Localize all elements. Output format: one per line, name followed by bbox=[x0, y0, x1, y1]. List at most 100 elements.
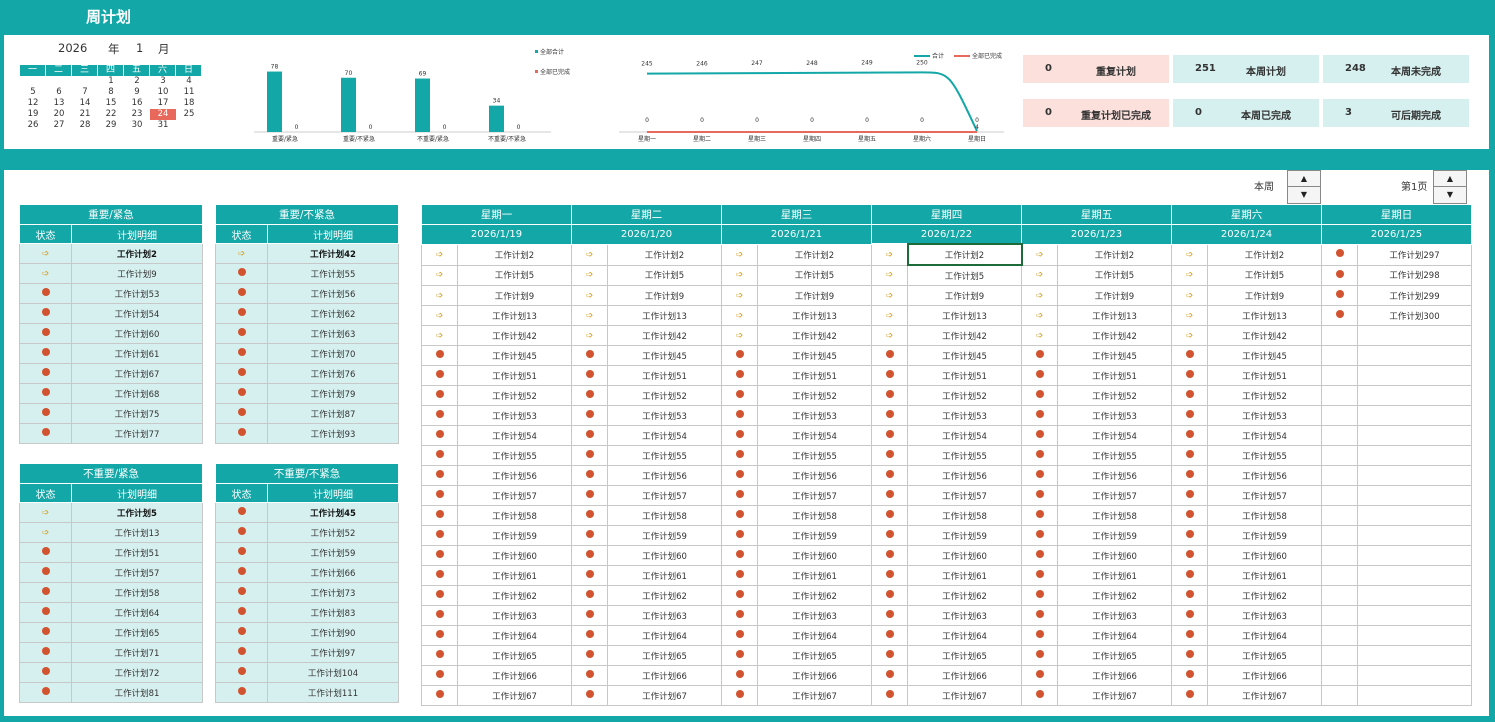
plan-cell[interactable]: 工作计划64 bbox=[757, 625, 872, 646]
plan-cell[interactable]: 工作计划53 bbox=[607, 405, 722, 426]
status-cell[interactable] bbox=[1321, 264, 1358, 286]
status-cell[interactable] bbox=[215, 303, 268, 324]
status-cell[interactable] bbox=[871, 565, 908, 586]
plan-cell[interactable]: 工作计划63 bbox=[457, 605, 572, 626]
plan-cell[interactable]: 工作计划56 bbox=[907, 465, 1022, 486]
plan-cell[interactable]: 工作计划5 bbox=[457, 264, 572, 286]
detail-cell[interactable]: 工作计划65 bbox=[70, 622, 204, 643]
detail-cell[interactable]: 工作计划9 bbox=[70, 263, 204, 284]
detail-cell[interactable]: 工作计划90 bbox=[266, 622, 400, 643]
status-cell[interactable] bbox=[1321, 645, 1358, 666]
plan-cell[interactable]: 工作计划67 bbox=[607, 685, 722, 706]
detail-cell[interactable]: 工作计划87 bbox=[266, 403, 400, 424]
plan-cell[interactable]: 工作计划5 bbox=[907, 264, 1022, 286]
plan-cell[interactable] bbox=[1357, 505, 1472, 526]
plan-cell[interactable]: 工作计划45 bbox=[757, 345, 872, 366]
plan-cell[interactable]: 工作计划59 bbox=[607, 525, 722, 546]
detail-cell[interactable]: 工作计划71 bbox=[70, 642, 204, 663]
calendar-day[interactable]: 26 bbox=[27, 120, 39, 130]
plan-cell[interactable]: 工作计划59 bbox=[757, 525, 872, 546]
plan-cell[interactable]: 工作计划61 bbox=[607, 565, 722, 586]
plan-cell[interactable]: 工作计划51 bbox=[907, 365, 1022, 386]
status-cell[interactable] bbox=[871, 605, 908, 626]
detail-cell[interactable]: 工作计划45 bbox=[266, 502, 400, 523]
plan-cell[interactable]: 工作计划2 bbox=[1207, 243, 1322, 266]
status-cell[interactable] bbox=[1171, 645, 1208, 666]
plan-cell[interactable]: 工作计划2 bbox=[906, 243, 1023, 266]
detail-cell[interactable]: 工作计划77 bbox=[70, 423, 204, 444]
plan-cell[interactable]: 工作计划66 bbox=[1057, 665, 1172, 686]
status-cell[interactable] bbox=[215, 502, 268, 523]
plan-cell[interactable]: 工作计划60 bbox=[607, 545, 722, 566]
plan-cell[interactable]: 工作计划64 bbox=[457, 625, 572, 646]
status-cell[interactable] bbox=[721, 405, 758, 426]
status-cell[interactable] bbox=[1171, 385, 1208, 406]
status-cell[interactable]: ➩ bbox=[1021, 285, 1058, 306]
plan-cell[interactable]: 工作计划54 bbox=[1207, 425, 1322, 446]
plan-cell[interactable]: 工作计划2 bbox=[457, 243, 572, 266]
plan-cell[interactable]: 工作计划298 bbox=[1357, 264, 1472, 286]
status-cell[interactable]: ➩ bbox=[721, 264, 758, 286]
calendar-day[interactable]: 24 bbox=[150, 109, 176, 120]
detail-cell[interactable]: 工作计划68 bbox=[70, 383, 204, 404]
plan-cell[interactable]: 工作计划45 bbox=[457, 345, 572, 366]
status-cell[interactable] bbox=[1171, 365, 1208, 386]
plan-cell[interactable]: 工作计划42 bbox=[1207, 325, 1322, 346]
plan-cell[interactable]: 工作计划57 bbox=[757, 485, 872, 506]
plan-cell[interactable]: 工作计划42 bbox=[457, 325, 572, 346]
status-cell[interactable] bbox=[1021, 445, 1058, 466]
status-cell[interactable] bbox=[1171, 665, 1208, 686]
plan-cell[interactable]: 工作计划67 bbox=[1207, 685, 1322, 706]
plan-cell[interactable] bbox=[1357, 325, 1472, 346]
plan-cell[interactable]: 工作计划42 bbox=[907, 325, 1022, 346]
status-cell[interactable] bbox=[215, 542, 268, 563]
detail-cell[interactable]: 工作计划63 bbox=[266, 323, 400, 344]
plan-cell[interactable]: 工作计划61 bbox=[757, 565, 872, 586]
plan-cell[interactable]: 工作计划9 bbox=[607, 285, 722, 306]
plan-cell[interactable]: 工作计划45 bbox=[607, 345, 722, 366]
plan-cell[interactable]: 工作计划62 bbox=[607, 585, 722, 606]
week-down-button[interactable]: ▼ bbox=[1300, 190, 1308, 199]
plan-cell[interactable]: 工作计划57 bbox=[1057, 485, 1172, 506]
plan-cell[interactable]: 工作计划45 bbox=[1207, 345, 1322, 366]
status-cell[interactable] bbox=[421, 505, 458, 526]
plan-cell[interactable]: 工作计划64 bbox=[1207, 625, 1322, 646]
plan-cell[interactable]: 工作计划51 bbox=[1207, 365, 1322, 386]
plan-cell[interactable]: 工作计划61 bbox=[457, 565, 572, 586]
status-cell[interactable] bbox=[871, 505, 908, 526]
status-cell[interactable] bbox=[721, 385, 758, 406]
status-cell[interactable] bbox=[571, 545, 608, 566]
plan-cell[interactable]: 工作计划52 bbox=[907, 385, 1022, 406]
plan-cell[interactable]: 工作计划55 bbox=[1057, 445, 1172, 466]
status-cell[interactable] bbox=[1021, 605, 1058, 626]
plan-cell[interactable] bbox=[1357, 345, 1472, 366]
calendar-day[interactable]: 29 bbox=[105, 120, 117, 130]
status-cell[interactable] bbox=[19, 582, 72, 603]
status-cell[interactable] bbox=[571, 405, 608, 426]
status-cell[interactable] bbox=[571, 585, 608, 606]
status-cell[interactable]: ➩ bbox=[1021, 305, 1058, 326]
status-cell[interactable] bbox=[871, 385, 908, 406]
status-cell[interactable] bbox=[1171, 565, 1208, 586]
plan-cell[interactable]: 工作计划63 bbox=[757, 605, 872, 626]
status-cell[interactable] bbox=[1171, 505, 1208, 526]
plan-cell[interactable]: 工作计划53 bbox=[1207, 405, 1322, 426]
status-cell[interactable] bbox=[19, 323, 72, 344]
status-cell[interactable]: ➩ bbox=[721, 325, 758, 346]
status-cell[interactable]: ➩ bbox=[1171, 243, 1208, 266]
status-cell[interactable]: ➩ bbox=[421, 305, 458, 326]
plan-cell[interactable]: 工作计划63 bbox=[607, 605, 722, 626]
detail-cell[interactable]: 工作计划97 bbox=[266, 642, 400, 663]
detail-cell[interactable]: 工作计划53 bbox=[70, 283, 204, 304]
status-cell[interactable] bbox=[215, 662, 268, 683]
status-cell[interactable] bbox=[721, 425, 758, 446]
status-cell[interactable] bbox=[1021, 565, 1058, 586]
calendar-day[interactable]: 2 bbox=[134, 76, 140, 86]
status-cell[interactable]: ➩ bbox=[1171, 325, 1208, 346]
calendar-day[interactable]: 13 bbox=[53, 98, 65, 108]
calendar-day[interactable]: 18 bbox=[183, 98, 195, 108]
plan-cell[interactable] bbox=[1357, 645, 1472, 666]
status-cell[interactable] bbox=[421, 685, 458, 706]
status-cell[interactable]: ➩ bbox=[871, 243, 908, 266]
status-cell[interactable] bbox=[1321, 685, 1358, 706]
